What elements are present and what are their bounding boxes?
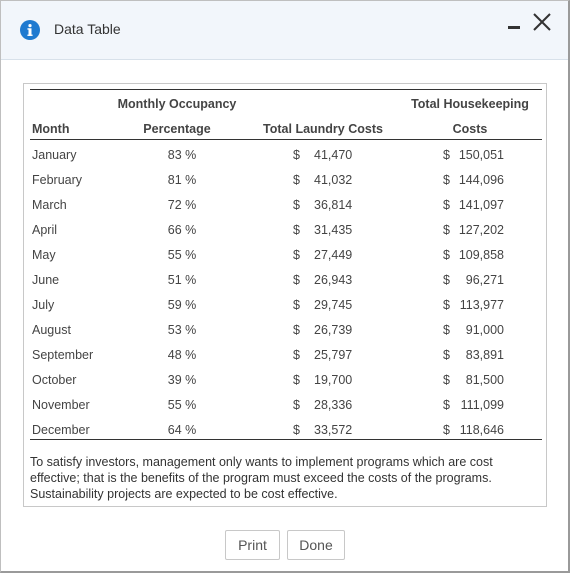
minimize-icon[interactable]: [506, 15, 524, 35]
cell-occupancy: 66 %: [167, 223, 197, 237]
cell-month: January: [32, 148, 77, 162]
cell-housekeeping: 150,051: [458, 148, 504, 162]
cell-occupancy: 55 %: [167, 248, 197, 262]
header-housekeeping-line1: Total Housekeeping: [411, 97, 529, 111]
cell-month: February: [32, 173, 83, 187]
cell-laundry-currency: $: [293, 423, 300, 437]
cell-housekeeping-currency: $: [443, 148, 450, 162]
cell-housekeeping: 118,646: [459, 423, 504, 437]
cost-effective-note: To satisfy investors, management only wa…: [30, 455, 493, 501]
cell-laundry-currency: $: [293, 398, 300, 412]
cell-laundry: 41,032: [314, 173, 353, 187]
cell-month: August: [32, 323, 71, 337]
cell-occupancy: 72 %: [167, 198, 197, 212]
cell-laundry: 41,470: [314, 148, 353, 162]
cell-occupancy: 64 %: [167, 423, 197, 437]
cell-housekeeping-currency: $: [443, 373, 450, 387]
header-laundry: Total Laundry Costs: [263, 122, 383, 136]
header-month: Month: [32, 122, 70, 136]
cell-housekeeping: 141,097: [458, 198, 504, 212]
cell-housekeeping-currency: $: [443, 198, 450, 212]
cell-laundry-currency: $: [293, 173, 300, 187]
cell-occupancy: 51 %: [167, 273, 197, 287]
cell-housekeeping-currency: $: [443, 273, 450, 287]
cell-housekeeping: 127,202: [458, 223, 504, 237]
cell-housekeeping: 91,000: [465, 323, 504, 337]
cell-laundry: 33,572: [314, 423, 353, 437]
cell-month: October: [32, 373, 77, 387]
cell-month: November: [32, 398, 90, 412]
cell-laundry-currency: $: [293, 323, 300, 337]
cell-laundry-currency: $: [293, 223, 300, 237]
dialog-title: Data Table: [54, 21, 121, 37]
cell-occupancy: 59 %: [167, 298, 197, 312]
cell-housekeeping: 111,099: [460, 398, 504, 412]
cell-laundry-currency: $: [293, 273, 300, 287]
cell-month: April: [32, 223, 58, 237]
cell-housekeeping: 83,891: [465, 348, 504, 362]
cell-month: September: [32, 348, 94, 362]
cell-laundry-currency: $: [293, 298, 300, 312]
cell-laundry: 25,797: [314, 348, 353, 362]
cell-laundry-currency: $: [293, 248, 300, 262]
dialog-header: Data Table: [1, 1, 568, 60]
table-bottom-rule: [30, 439, 542, 440]
data-table-panel: Monthly Occupancy Total Housekeeping Mon…: [23, 83, 547, 507]
header-occupancy-line2: Percentage: [143, 122, 211, 136]
cell-occupancy: 55 %: [167, 398, 197, 412]
cell-laundry: 31,435: [314, 223, 353, 237]
info-icon: [20, 20, 40, 40]
print-button[interactable]: Print: [225, 530, 280, 560]
cell-housekeeping: 96,271: [465, 273, 504, 287]
table-top-rule: [30, 89, 542, 90]
cell-housekeeping-currency: $: [443, 423, 450, 437]
cell-laundry: 27,449: [314, 248, 353, 262]
cell-housekeeping: 113,977: [459, 298, 504, 312]
cell-month: June: [32, 273, 60, 287]
cell-housekeeping-currency: $: [443, 248, 450, 262]
cell-housekeeping-currency: $: [443, 223, 450, 237]
cell-housekeeping-currency: $: [443, 298, 450, 312]
cell-laundry: 29,745: [314, 298, 353, 312]
cell-housekeeping: 144,096: [458, 173, 504, 187]
cell-occupancy: 83 %: [167, 148, 197, 162]
cell-occupancy: 53 %: [167, 323, 197, 337]
cell-laundry: 28,336: [314, 398, 353, 412]
done-button[interactable]: Done: [287, 530, 345, 560]
cell-housekeeping-currency: $: [443, 323, 450, 337]
cell-occupancy: 48 %: [167, 348, 197, 362]
cell-occupancy: 39 %: [167, 373, 197, 387]
cell-housekeeping: 109,858: [458, 248, 504, 262]
header-housekeeping-line2: Costs: [452, 122, 488, 136]
header-occupancy-line1: Monthly Occupancy: [117, 97, 237, 111]
cell-laundry-currency: $: [293, 148, 300, 162]
cell-housekeeping-currency: $: [443, 173, 450, 187]
cell-laundry: 26,739: [314, 323, 353, 337]
cell-month: May: [32, 248, 56, 262]
cell-month: December: [32, 423, 90, 437]
cell-occupancy: 81 %: [167, 173, 197, 187]
cell-month: March: [32, 198, 67, 212]
cell-laundry: 26,943: [314, 273, 353, 287]
cell-housekeeping: 81,500: [465, 373, 504, 387]
cell-laundry-currency: $: [293, 373, 300, 387]
cell-laundry: 36,814: [314, 198, 353, 212]
close-icon[interactable]: [531, 11, 553, 33]
cell-laundry: 19,700: [314, 373, 353, 387]
cell-laundry-currency: $: [293, 348, 300, 362]
table-header-rule: [30, 139, 542, 140]
cell-laundry-currency: $: [293, 198, 300, 212]
cell-month: July: [32, 298, 55, 312]
cell-housekeeping-currency: $: [443, 398, 450, 412]
cell-housekeeping-currency: $: [443, 348, 450, 362]
